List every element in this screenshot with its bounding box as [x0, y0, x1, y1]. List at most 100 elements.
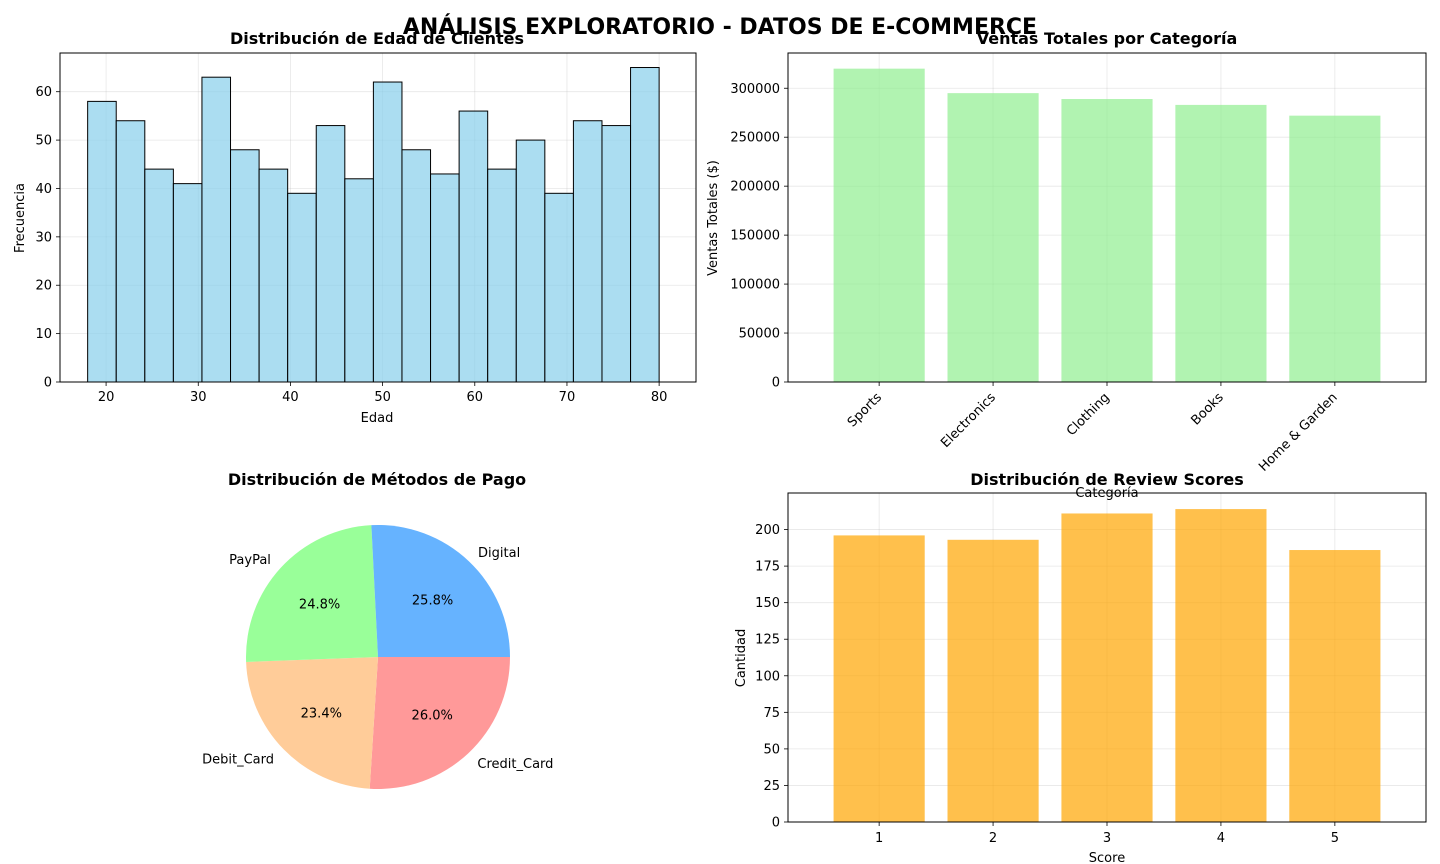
age-histogram-bar	[544, 192, 574, 383]
age-histogram-bar	[230, 149, 260, 383]
sales-by-category-panel: Ventas Totales por Categoría Categoría V…	[706, 29, 1427, 501]
sales-bar	[833, 68, 925, 383]
review-ytick-label: 25	[763, 779, 780, 794]
age-histogram-ylabel: Frecuencia	[13, 183, 28, 253]
payment-title: Distribución de Métodos de Pago	[228, 470, 526, 489]
age-histogram-xtick-label: 60	[467, 390, 484, 405]
payment-slice-percent: 25.8%	[412, 594, 453, 609]
payment-methods-panel: Distribución de Métodos de Pago Credit_C…	[202, 470, 553, 789]
review-xtick-label: 4	[1217, 831, 1225, 846]
payment-slice-label: Debit_Card	[202, 752, 274, 767]
review-ytick-label: 0	[772, 816, 780, 831]
review-bar	[1175, 509, 1267, 822]
age-histogram-ytick-label: 10	[35, 327, 52, 342]
payment-slice	[369, 657, 510, 789]
age-histogram-bar	[344, 178, 374, 383]
review-bar	[1289, 550, 1381, 822]
age-histogram-ytick-label: 30	[35, 230, 52, 245]
sales-bar	[947, 93, 1039, 382]
sales-bar	[1175, 104, 1267, 382]
age-histogram-bar	[201, 76, 232, 383]
payment-slice	[246, 525, 378, 662]
review-ytick-label: 75	[763, 706, 780, 721]
review-bar	[1061, 513, 1153, 822]
review-axes-frame	[787, 492, 1427, 823]
age-histogram-bar	[144, 168, 174, 383]
age-histogram-bar	[458, 110, 489, 383]
age-histogram-axes-frame	[59, 52, 697, 383]
age-histogram-title: Distribución de Edad de Clientes	[230, 29, 524, 48]
review-ytick-label: 50	[763, 742, 780, 757]
review-ytick-label: 175	[755, 560, 780, 575]
review-bar	[947, 539, 1039, 822]
payment-slice-percent: 24.8%	[299, 598, 340, 613]
age-histogram-bar	[287, 192, 317, 383]
payment-slice	[246, 657, 378, 789]
age-histogram-bar	[315, 125, 346, 383]
age-histogram-xlabel: Edad	[361, 411, 394, 426]
sales-axes-frame	[787, 52, 1427, 383]
sales-ytick-label: 150000	[730, 229, 780, 244]
age-histogram-ytick-label: 50	[35, 134, 52, 149]
review-ytick-label: 150	[755, 596, 780, 611]
review-scores-panel: Distribución de Review Scores Score Cant…	[734, 470, 1427, 864]
age-histogram-bar	[515, 139, 546, 383]
review-ytick-label: 125	[755, 633, 780, 648]
payment-slice-percent: 26.0%	[412, 709, 453, 724]
sales-bar	[1061, 99, 1153, 382]
sales-ylabel: Ventas Totales ($)	[706, 160, 721, 276]
sales-ytick-label: 100000	[730, 278, 780, 293]
payment-slice-percent: 23.4%	[301, 706, 342, 721]
age-histogram-panel: Distribución de Edad de Clientes Edad Fr…	[13, 29, 697, 426]
age-histogram-xtick-label: 50	[374, 390, 391, 405]
sales-ytick-label: 300000	[730, 82, 780, 97]
age-histogram-ytick-label: 20	[35, 279, 52, 294]
sales-title: Ventas Totales por Categoría	[977, 29, 1238, 48]
payment-slice-label: Credit_Card	[477, 757, 553, 772]
age-histogram-bar	[372, 81, 403, 383]
sales-xtick-label: Sports	[845, 390, 885, 430]
age-histogram-xtick-label: 20	[98, 390, 115, 405]
review-xtick-label: 1	[875, 831, 883, 846]
age-histogram-ytick-label: 40	[35, 182, 52, 197]
review-xtick-label: 3	[1103, 831, 1111, 846]
age-histogram-xtick-label: 40	[282, 390, 299, 405]
review-ylabel: Cantidad	[734, 629, 749, 687]
age-histogram-ytick-label: 0	[44, 376, 52, 391]
sales-ytick-label: 0	[772, 376, 780, 391]
age-histogram-ytick-label: 60	[35, 85, 52, 100]
age-histogram-bar	[487, 168, 517, 383]
age-histogram-xtick-label: 80	[651, 390, 668, 405]
age-histogram-bar	[630, 67, 660, 383]
review-bar	[833, 535, 925, 822]
age-histogram-bar	[172, 183, 203, 383]
sales-xtick-label: Electronics	[938, 390, 999, 451]
age-histogram-bar	[258, 168, 289, 383]
review-xtick-label: 2	[989, 831, 997, 846]
sales-xtick-label: Books	[1188, 390, 1226, 428]
age-histogram-bar	[601, 125, 632, 383]
figure-title: ANÁLISIS EXPLORATORIO - DATOS DE E-COMME…	[403, 14, 1037, 40]
review-ytick-label: 200	[755, 523, 780, 538]
age-histogram-bar	[115, 120, 146, 383]
sales-xtick-label: Home & Garden	[1256, 390, 1340, 474]
sales-bar	[1289, 115, 1381, 383]
payment-slice-label: Digital	[478, 546, 520, 561]
review-title: Distribución de Review Scores	[970, 470, 1244, 489]
age-histogram-xtick-label: 70	[559, 390, 576, 405]
payment-slice	[371, 525, 510, 657]
age-histogram-xtick-label: 30	[190, 390, 207, 405]
review-xtick-label: 5	[1331, 831, 1339, 846]
age-histogram-bar	[572, 120, 603, 383]
age-histogram-bar	[430, 173, 460, 383]
sales-ytick-label: 200000	[730, 180, 780, 195]
age-histogram-bar	[401, 149, 432, 383]
sales-ytick-label: 50000	[739, 327, 780, 342]
age-histogram-bar	[87, 100, 117, 383]
review-ytick-label: 100	[755, 669, 780, 684]
sales-ytick-label: 250000	[730, 131, 780, 146]
payment-slice-label: PayPal	[229, 553, 271, 568]
sales-xtick-label: Clothing	[1064, 390, 1113, 439]
review-xlabel: Score	[1089, 851, 1125, 864]
